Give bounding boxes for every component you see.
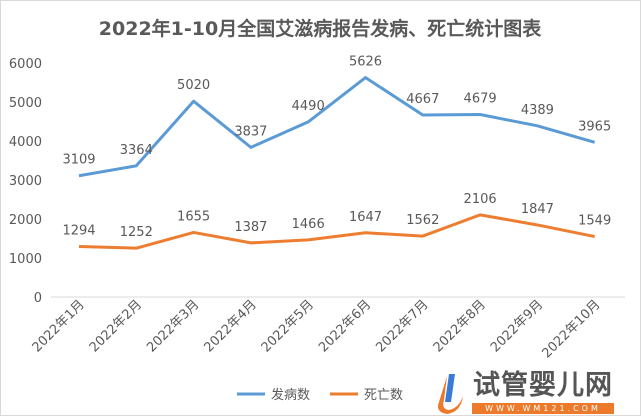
y-tick-label: 6000 — [9, 57, 42, 72]
series-line-1 — [78, 76, 596, 178]
data-label: 1549 — [578, 214, 611, 229]
data-label: 2106 — [464, 192, 497, 207]
data-label: 1252 — [120, 225, 153, 240]
data-label: 3837 — [234, 124, 267, 139]
x-tick-label: 2022年10月 — [539, 297, 603, 361]
logo-icon — [438, 374, 463, 414]
chart-title: 2022年1-10月全国艾滋病报告发病、死亡统计图表 — [99, 17, 542, 40]
x-tick-label: 2022年2月 — [87, 297, 145, 355]
data-label: 1294 — [62, 224, 95, 239]
x-tick-label: 2022年5月 — [259, 297, 317, 355]
y-tick-label: 3000 — [9, 174, 42, 189]
legend-label: 死亡数 — [364, 388, 403, 403]
data-label: 1562 — [406, 213, 439, 228]
y-tick-label: 2000 — [9, 213, 42, 228]
data-label: 1847 — [521, 202, 554, 217]
legend-label: 发病数 — [271, 387, 310, 403]
data-label: 4389 — [521, 103, 554, 118]
data-label: 4679 — [464, 92, 497, 107]
data-label: 1655 — [177, 209, 210, 224]
data-label: 4490 — [292, 99, 325, 114]
x-tick-label: 2022年9月 — [488, 297, 546, 355]
x-tick-label: 2022年8月 — [431, 297, 489, 355]
y-tick-label: 5000 — [9, 96, 42, 111]
watermark-url: WWW.WM121.COM — [472, 403, 614, 414]
x-tick-label: 2022年3月 — [144, 297, 202, 355]
data-label: 3364 — [120, 143, 153, 158]
data-label: 1387 — [234, 220, 267, 235]
data-label: 4667 — [406, 92, 439, 107]
data-label: 5020 — [177, 78, 210, 93]
data-label: 1466 — [292, 217, 325, 232]
y-tick-label: 0 — [34, 291, 42, 306]
y-tick-label: 1000 — [9, 252, 42, 267]
data-label: 3109 — [62, 153, 95, 168]
x-tick-label: 2022年4月 — [201, 297, 259, 355]
watermark-name: 试管婴儿网 — [473, 370, 613, 401]
x-tick-label: 2022年6月 — [316, 297, 374, 355]
watermark-logo: 试管婴儿网 WWW.WM121.COM — [425, 372, 615, 416]
data-label: 5626 — [349, 55, 382, 70]
data-label: 3965 — [578, 119, 611, 134]
y-tick-label: 4000 — [9, 135, 42, 150]
series-line-2 — [78, 213, 595, 250]
x-tick-label: 2022年7月 — [373, 297, 431, 355]
data-label: 1647 — [349, 210, 382, 225]
